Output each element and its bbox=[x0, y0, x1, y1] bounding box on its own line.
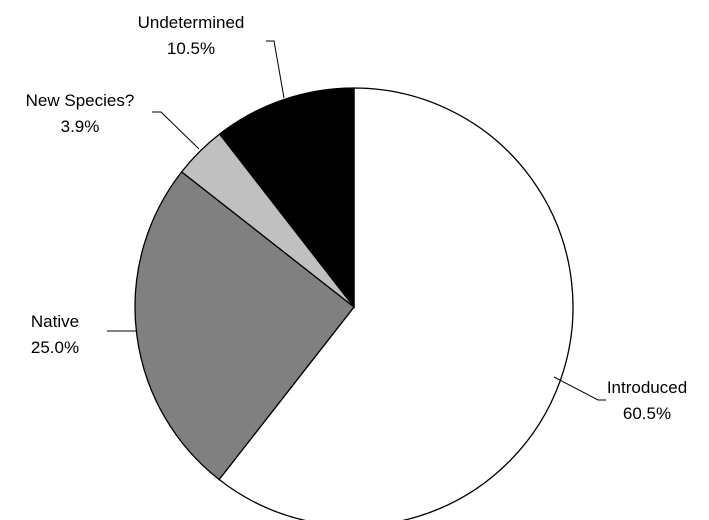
slice-label-native: Native bbox=[31, 312, 79, 331]
pie-slice-introduced bbox=[218, 87, 574, 520]
label-undetermined: Undetermined 10.5% bbox=[138, 13, 245, 58]
slice-label-introduced: Introduced bbox=[607, 378, 687, 397]
pie-slice-native bbox=[134, 170, 355, 481]
slice-percent-new-species: 3.9% bbox=[61, 117, 100, 136]
slice-label-undetermined: Undetermined bbox=[138, 13, 245, 32]
leader-lines bbox=[107, 40, 606, 401]
leader-introduced bbox=[553, 376, 606, 401]
leader-undetermined bbox=[266, 40, 285, 99]
label-introduced: Introduced 60.5% bbox=[607, 378, 687, 423]
leader-new-species bbox=[152, 111, 200, 150]
pie-slice-undetermined bbox=[218, 87, 355, 309]
label-native: Native 25.0% bbox=[31, 312, 79, 357]
pie-slices bbox=[134, 87, 574, 520]
label-new-species: New Species? 3.9% bbox=[26, 91, 135, 136]
slice-label-new-species: New Species? bbox=[26, 91, 135, 110]
slice-percent-native: 25.0% bbox=[31, 338, 79, 357]
slice-percent-undetermined: 10.5% bbox=[167, 39, 215, 58]
slice-percent-introduced: 60.5% bbox=[623, 404, 671, 423]
